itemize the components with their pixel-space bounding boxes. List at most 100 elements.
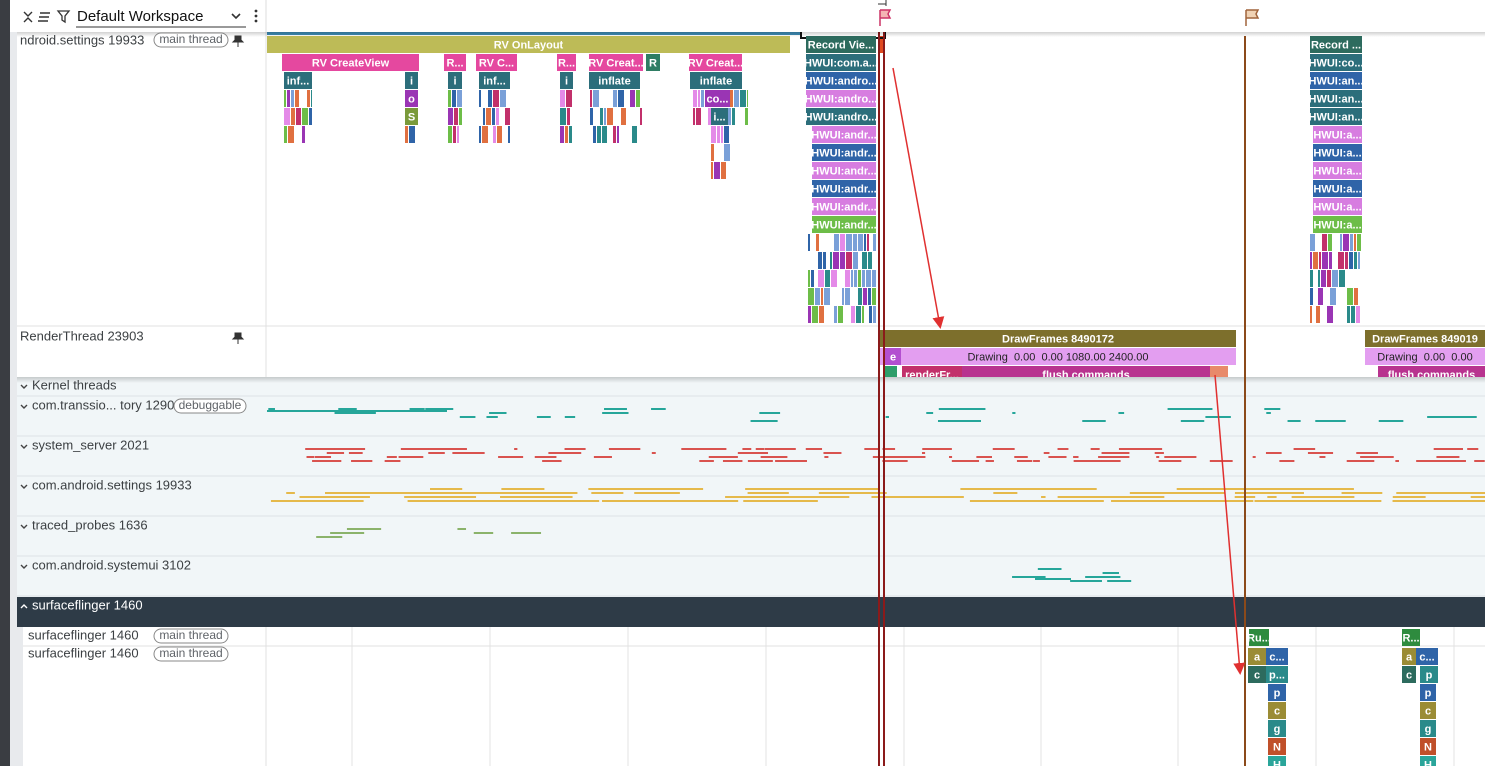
slice[interactable] (711, 108, 728, 125)
slice[interactable] (560, 72, 573, 89)
slice[interactable] (812, 144, 876, 161)
slice[interactable] (812, 180, 876, 197)
sched-slice (1057, 496, 1117, 498)
collapse-icon[interactable] (23, 11, 33, 23)
slice[interactable] (589, 54, 643, 71)
expand-icon[interactable] (20, 484, 28, 489)
expand-icon[interactable] (20, 564, 28, 569)
slice[interactable] (1420, 702, 1436, 719)
slice[interactable] (806, 108, 876, 125)
slice[interactable] (1249, 629, 1269, 646)
slice[interactable] (405, 90, 418, 107)
slice[interactable] (1402, 648, 1416, 665)
slice[interactable] (1402, 629, 1420, 646)
slice[interactable] (885, 348, 901, 365)
slice[interactable] (1420, 756, 1436, 766)
filter-icon[interactable] (56, 10, 71, 24)
slice[interactable] (1268, 738, 1286, 755)
slice (1321, 270, 1326, 287)
slice[interactable] (1310, 90, 1362, 107)
slice[interactable] (806, 54, 876, 71)
slice[interactable] (405, 108, 418, 125)
slice (714, 162, 720, 179)
slice[interactable] (1420, 684, 1436, 701)
expand-icon[interactable] (20, 444, 28, 449)
slice[interactable] (880, 330, 1236, 347)
slice[interactable] (1268, 684, 1286, 701)
sched-slice (1293, 448, 1316, 450)
slice[interactable] (689, 54, 742, 71)
slice[interactable] (1313, 126, 1362, 143)
slice[interactable] (1420, 738, 1436, 755)
list-icon[interactable] (38, 12, 50, 22)
slice[interactable] (282, 54, 419, 71)
slice[interactable] (1310, 108, 1362, 125)
slice[interactable] (1266, 666, 1288, 683)
slice[interactable] (479, 72, 510, 89)
sched-slice (1272, 500, 1319, 502)
slice[interactable] (806, 36, 876, 53)
slice[interactable] (812, 162, 876, 179)
slice[interactable] (705, 90, 730, 107)
slice-label: inflate (598, 75, 630, 87)
slice (1310, 288, 1313, 305)
pin-icon[interactable] (231, 332, 245, 344)
slice[interactable] (646, 54, 660, 71)
slice[interactable] (1420, 666, 1438, 683)
slice[interactable] (1248, 666, 1266, 683)
slice[interactable] (589, 72, 640, 89)
slice[interactable] (448, 72, 462, 89)
slice[interactable] (405, 72, 418, 89)
flag[interactable] (1245, 9, 1260, 26)
pin-icon[interactable] (231, 35, 245, 47)
slice[interactable] (1365, 330, 1485, 347)
slice[interactable] (476, 54, 517, 71)
tag-pill (153, 628, 229, 644)
slice[interactable] (812, 216, 876, 233)
slice[interactable] (1310, 54, 1362, 71)
slice[interactable] (806, 90, 876, 107)
slice[interactable] (1310, 72, 1362, 89)
slice[interactable] (1248, 648, 1266, 665)
slice[interactable] (1313, 198, 1362, 215)
slice[interactable] (1402, 666, 1416, 683)
slice[interactable] (812, 126, 876, 143)
slice[interactable] (1313, 216, 1362, 233)
slice[interactable] (1268, 702, 1286, 719)
slice[interactable] (1365, 348, 1485, 365)
slice[interactable] (1266, 648, 1288, 665)
slice[interactable] (1268, 756, 1286, 766)
slice[interactable] (690, 72, 742, 89)
slice[interactable] (1313, 162, 1362, 179)
slice[interactable] (806, 72, 876, 89)
slice[interactable] (1310, 36, 1362, 53)
sched-slice (1209, 460, 1233, 462)
expand-icon[interactable] (20, 404, 28, 409)
slice[interactable] (444, 54, 466, 71)
sched-slice (486, 416, 498, 418)
slice[interactable] (880, 348, 1236, 365)
slice[interactable] (267, 36, 790, 53)
slice (284, 90, 286, 107)
slice[interactable] (812, 198, 876, 215)
dropdown-icon[interactable] (231, 13, 241, 20)
slice[interactable] (1416, 648, 1438, 665)
slice[interactable] (1268, 720, 1286, 737)
expand-icon[interactable] (20, 524, 28, 529)
sched-slice (1264, 408, 1281, 410)
expand-icon[interactable] (20, 384, 28, 389)
expand-icon[interactable] (20, 604, 28, 609)
sched-slice (1082, 420, 1106, 422)
menu-dot[interactable] (254, 9, 258, 13)
sched-slice (1156, 456, 1160, 458)
workspace-select[interactable]: Default Workspace (77, 8, 203, 25)
slice[interactable] (1313, 144, 1362, 161)
slice[interactable] (284, 72, 312, 89)
sched-slice (1252, 456, 1256, 458)
slice[interactable] (1420, 720, 1436, 737)
flag[interactable] (879, 9, 892, 26)
slice[interactable] (1313, 180, 1362, 197)
slice (1328, 234, 1332, 251)
slice[interactable] (557, 54, 576, 71)
